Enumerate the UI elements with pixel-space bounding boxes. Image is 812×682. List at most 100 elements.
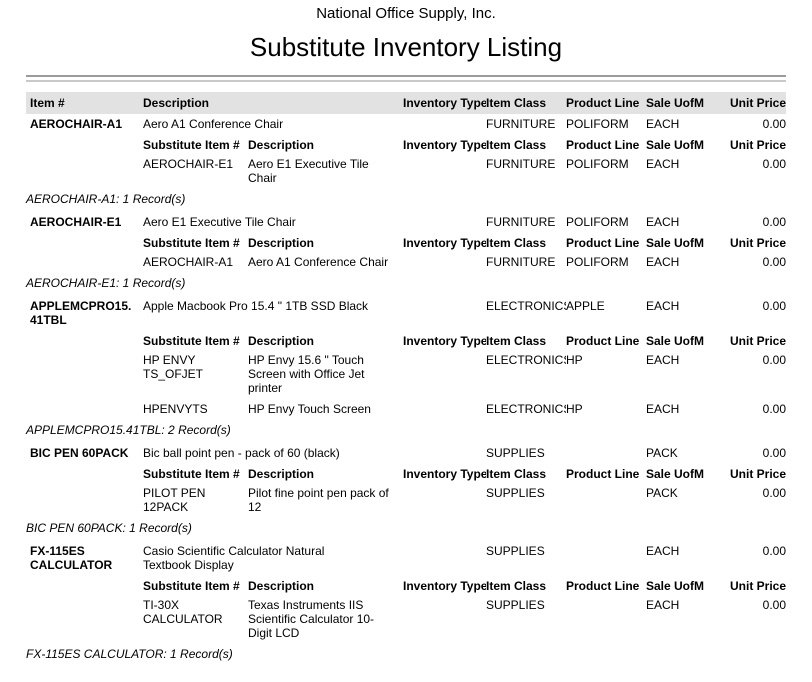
item-inventory-type — [403, 446, 486, 460]
item-class: ELECTRONICS — [486, 299, 566, 313]
substitute-description: HP Envy 15.6 " Touch Screen with Office … — [248, 353, 365, 395]
substitute-item-class: ELECTRONICS — [486, 402, 566, 416]
column-header-unit-price: Unit Price — [729, 138, 786, 152]
item-row: BIC PEN 60PACK Bic ball point pen - pack … — [26, 446, 786, 460]
substitute-sale-uofm: EACH — [646, 598, 680, 612]
column-header-sale-uofm: Sale UofM — [646, 138, 705, 152]
substitute-row: HPENVYTS HP Envy Touch Screen ELECTRONICS H… — [26, 402, 786, 416]
item-class: SUPPLIES — [486, 446, 545, 460]
item-sale-uofm: EACH — [646, 299, 680, 313]
item-number: BIC PEN 60PACK — [30, 446, 129, 460]
column-header-sale-uofm: Sale UofM — [646, 579, 705, 593]
column-header-item-class-cell: Item Class — [486, 96, 566, 110]
item-unit-price: 0.00 — [762, 215, 786, 229]
column-header-product-line: Product Line — [566, 96, 640, 110]
item-row: FX-115ES CALCULATOR Casio Scientific Calc… — [26, 544, 786, 572]
column-header-item-class: Item Class — [486, 96, 547, 110]
column-header-sale-uofm: Sale UofM — [646, 334, 705, 348]
substitute-description: Texas Instruments IIS Scientific Calcula… — [248, 598, 375, 640]
item-unit-price: 0.00 — [762, 117, 786, 131]
substitute-description: Aero A1 Conference Chair — [248, 255, 389, 269]
column-header-description: Description — [143, 96, 210, 110]
substitute-row: HP ENVY TS_OFJET HP Envy 15.6 " Touch Scr… — [26, 353, 786, 395]
substitute-inventory-type — [403, 402, 486, 416]
column-header-sale-uofm: Sale UofM — [646, 236, 705, 250]
item-group: AEROCHAIR-E1 Aero E1 Executive Tile Chair… — [26, 215, 786, 290]
column-header-unit-price: Unit Price — [729, 96, 786, 110]
substitute-product-line: HP — [566, 402, 583, 416]
item-group: BIC PEN 60PACK Bic ball point pen - pack … — [26, 446, 786, 535]
column-header-inventory-type: Inventory Type — [403, 334, 486, 348]
column-header-item-cell: Item # — [26, 96, 143, 110]
column-header-item-class: Item Class — [486, 579, 547, 593]
substitute-unit-price: 0.00 — [762, 486, 786, 500]
column-header-description-cell: Description — [143, 96, 403, 110]
column-header-description: Description — [248, 236, 315, 250]
substitute-description: HP Envy Touch Screen — [248, 402, 371, 416]
substitute-inventory-type — [403, 157, 486, 185]
column-header-inventory-type: Inventory Type — [403, 467, 486, 481]
report-page: National Office Supply, Inc. Substitute … — [26, 5, 786, 661]
substitute-item-class: ELECTRONICS — [486, 353, 566, 367]
group-record-count: BIC PEN 60PACK: 1 Record(s) — [26, 521, 192, 535]
substitute-item-class: FURNITURE — [486, 255, 556, 269]
column-header-item-class: Item Class — [486, 236, 547, 250]
substitute-header-row: Substitute Item # Description Inventory Ty… — [26, 578, 786, 593]
report-company: National Office Supply, Inc. — [316, 5, 496, 22]
substitute-description: Aero E1 Executive Tile Chair — [248, 157, 369, 185]
column-header-inventory-type: Inventory Type — [403, 236, 486, 250]
column-header-substitute-item: Substitute Item # — [143, 236, 240, 250]
column-header-sale-uofm-cell: Sale UofM — [646, 96, 726, 110]
substitute-item-number: AEROCHAIR-E1 — [143, 157, 234, 171]
column-header-product-line: Product Line — [566, 334, 640, 348]
substitute-header-row: Substitute Item # Description Inventory Ty… — [26, 235, 786, 250]
item-number: AEROCHAIR-E1 — [30, 215, 122, 229]
substitute-sale-uofm: EACH — [646, 255, 680, 269]
substitute-inventory-report: Item # Description Inventory Type Item C… — [26, 92, 786, 661]
substitute-product-line — [566, 598, 646, 640]
substitute-row: AEROCHAIR-A1 Aero A1 Conference Chair FURN… — [26, 255, 786, 269]
item-description: Aero A1 Conference Chair — [143, 117, 284, 131]
column-header-sale-uofm: Sale UofM — [646, 96, 705, 110]
item-number: FX-115ES CALCULATOR — [30, 544, 113, 572]
item-group: FX-115ES CALCULATOR Casio Scientific Calc… — [26, 544, 786, 661]
substitute-inventory-type — [403, 486, 486, 514]
substitute-sale-uofm: EACH — [646, 157, 680, 171]
group-record-count: AEROCHAIR-A1: 1 Record(s) — [26, 192, 186, 206]
substitute-item-number: HP ENVY TS_OFJET — [143, 353, 204, 381]
substitute-sale-uofm: EACH — [646, 353, 680, 367]
item-number: AEROCHAIR-A1 — [30, 117, 123, 131]
item-number: APPLEMCPRO15.41TBL — [30, 299, 132, 327]
column-header-unit-price-cell: Unit Price — [726, 96, 786, 110]
column-header-unit-price: Unit Price — [729, 334, 786, 348]
item-class: FURNITURE — [486, 215, 556, 229]
item-description: Apple Macbook Pro 15.4 " 1TB SSD Black — [143, 299, 369, 313]
column-header-description: Description — [248, 467, 315, 481]
column-header-substitute-item: Substitute Item # — [143, 467, 240, 481]
substitute-sale-uofm: PACK — [646, 486, 678, 500]
substitute-unit-price: 0.00 — [762, 353, 786, 367]
substitute-inventory-type — [403, 353, 486, 395]
substitute-product-line: POLIFORM — [566, 255, 629, 269]
item-group: APPLEMCPRO15.41TBL Apple Macbook Pro 15.4… — [26, 299, 786, 437]
item-unit-price: 0.00 — [762, 544, 786, 558]
group-record-count: APPLEMCPRO15.41TBL: 2 Record(s) — [26, 423, 231, 437]
column-header-item-class: Item Class — [486, 334, 547, 348]
substitute-header-row: Substitute Item # Description Inventory Ty… — [26, 137, 786, 152]
column-header-unit-price: Unit Price — [729, 236, 786, 250]
item-class: FURNITURE — [486, 117, 556, 131]
substitute-item-class: FURNITURE — [486, 157, 556, 171]
item-class: SUPPLIES — [486, 544, 545, 558]
substitute-product-line — [566, 486, 646, 514]
substitute-header-row: Substitute Item # Description Inventory Ty… — [26, 466, 786, 481]
column-header-description: Description — [248, 579, 315, 593]
column-header-inventory-type: Inventory Type — [403, 96, 486, 110]
group-record-count: AEROCHAIR-E1: 1 Record(s) — [26, 276, 186, 290]
group-record-count: FX-115ES CALCULATOR: 1 Record(s) — [26, 647, 233, 661]
substitute-item-number: HPENVYTS — [143, 402, 208, 416]
column-header-item-class: Item Class — [486, 467, 547, 481]
column-header-item: Item # — [30, 96, 65, 110]
substitute-unit-price: 0.00 — [762, 402, 786, 416]
item-product-line: APPLE — [566, 299, 605, 313]
report-title: Substitute Inventory Listing — [249, 32, 563, 62]
